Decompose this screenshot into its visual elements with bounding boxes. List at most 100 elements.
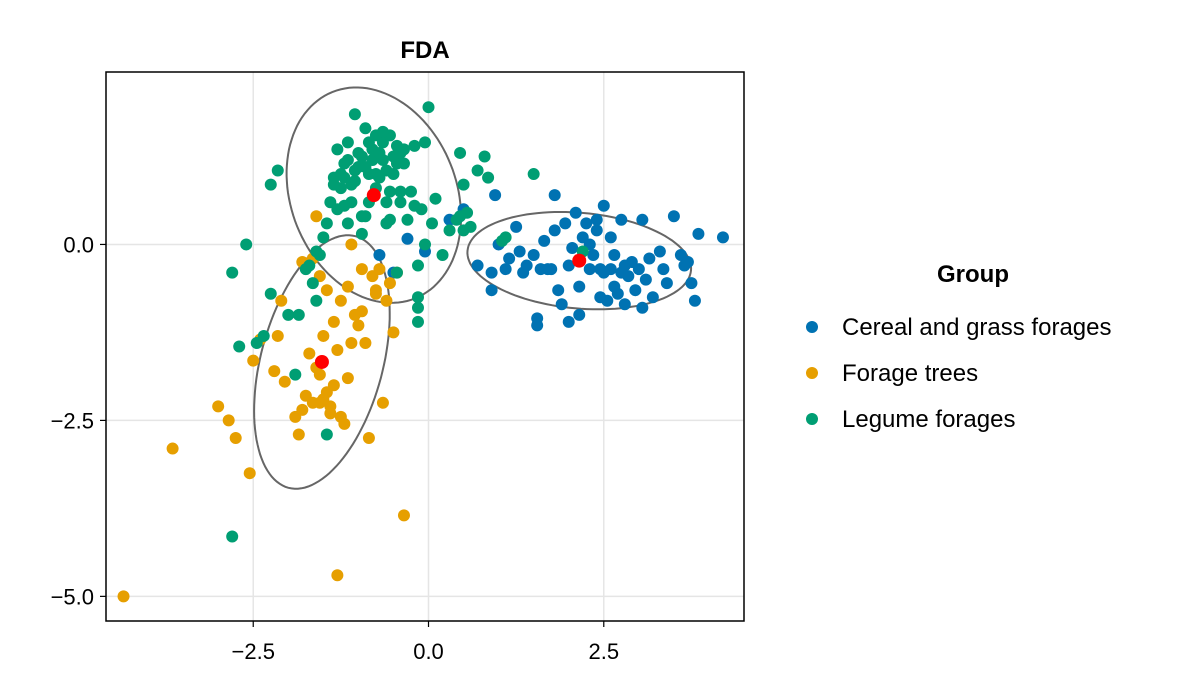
data-point [411,315,424,328]
data-point [590,224,603,237]
data-point [352,161,365,174]
data-point [573,280,586,293]
data-point [313,368,326,381]
x-tick-label: 2.5 [588,639,619,664]
data-point [401,213,414,226]
data-point [338,171,351,184]
data-point [383,277,396,290]
data-point [408,139,421,152]
data-point [341,217,354,230]
data-point [681,256,694,269]
data-point [317,329,330,342]
data-point [429,192,442,205]
data-point [590,213,603,226]
data-point [310,210,323,223]
data-point [383,185,396,198]
x-tick-label: −2.5 [232,639,275,664]
data-point [419,136,431,149]
data-point [538,234,551,247]
data-point [636,301,649,314]
points-layer [117,101,729,603]
data-point [320,284,333,297]
data-point [362,432,375,444]
legend-marker [806,367,818,379]
chart-title: FDA [400,37,449,64]
data-point [373,263,386,276]
data-point [341,372,354,385]
y-tick-label: −2.5 [51,408,94,433]
data-point [454,146,467,159]
data-point [510,220,523,233]
legend-entry-label: Legume forages [842,406,1015,433]
data-point [562,259,575,272]
data-point [482,171,495,184]
data-point [320,428,333,441]
data-point [485,266,498,279]
data-point [331,143,344,156]
data-point [426,217,439,230]
data-point [292,428,305,441]
centroid-point [572,253,587,268]
data-point [282,308,295,321]
data-point [278,375,291,388]
data-point [611,287,624,300]
data-point [411,291,424,304]
data-point [552,284,565,297]
data-point [548,189,561,202]
data-point [692,227,705,240]
data-point [555,298,568,311]
data-point [376,125,389,138]
data-point [457,178,470,191]
data-point [390,266,403,279]
data-point [478,150,491,163]
data-point [289,368,302,381]
data-point [580,217,593,230]
data-point [559,217,572,230]
legend-entry-label: Forage trees [842,360,978,387]
data-point [341,153,354,166]
data-point [331,569,344,582]
data-point [527,249,540,261]
data-point [348,108,361,121]
data-point [376,396,389,409]
data-point [604,231,617,244]
data-point [341,136,354,149]
data-point [545,263,558,276]
data-point [667,210,680,223]
data-point [243,467,256,480]
data-point [527,168,540,181]
centroid-point [314,354,329,369]
data-point [355,227,368,240]
data-point [324,407,337,420]
data-point [597,199,610,212]
data-point [355,263,368,276]
data-point [573,308,586,321]
data-point [499,231,512,244]
data-point [331,344,344,357]
legend-entry-label: Cereal and grass forages [842,314,1111,341]
data-point [117,590,130,603]
data-point [471,259,484,272]
data-point [355,305,368,318]
legend-title: Group [937,261,1009,288]
data-point [380,196,393,209]
confidence-ellipse [253,234,391,490]
data-point [264,178,277,191]
data-point [380,294,393,307]
data-point [292,308,305,321]
data-point [320,217,333,230]
data-point [489,189,502,202]
tick-layer: −2.5 0.0 2.5 −5.0 −2.5 0.0 [51,232,620,664]
data-point [226,266,239,279]
centroid-layer [314,188,587,369]
data-point [411,301,424,314]
data-point [313,396,326,409]
data-point [338,199,351,212]
data-point [716,231,729,244]
data-point [394,196,407,209]
data-point [369,287,382,300]
data-point [306,277,319,290]
data-point [271,164,284,177]
data-point [334,294,347,307]
